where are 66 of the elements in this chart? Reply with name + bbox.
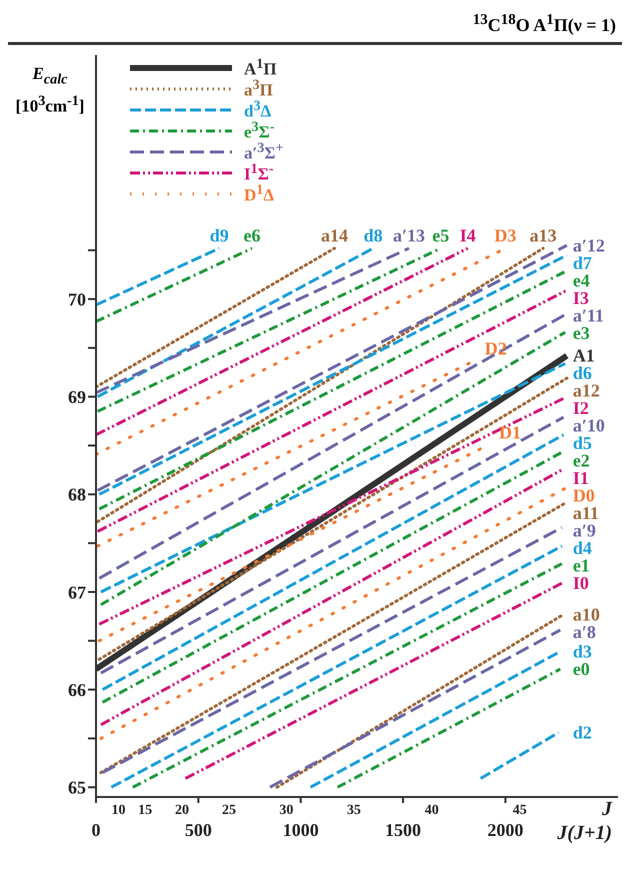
annotation: a′10 [572, 416, 605, 436]
y-tick-label: 65 [68, 778, 86, 798]
annotation: e6 [243, 225, 260, 246]
annotation: d9 [210, 225, 229, 246]
annotation: e2 [572, 450, 590, 471]
annotation: a14 [320, 225, 348, 246]
text: a′$^{3}$Σ$^{+}$ [244, 140, 284, 162]
x-tick-label: 2000 [487, 820, 524, 840]
annotation: d2 [572, 722, 592, 743]
y-tick-label: 66 [68, 680, 86, 700]
annotation: A1 [572, 346, 595, 366]
annotation: I1 [572, 468, 589, 488]
y-tick-label: 68 [68, 484, 86, 505]
annotation: d3 [572, 642, 592, 662]
annotation: a12 [572, 380, 600, 401]
text: I$^{1}$Σ$^{-}$ [244, 160, 274, 184]
annotation: D1 [499, 422, 522, 443]
text: J [601, 798, 613, 820]
text: 30 [279, 803, 294, 818]
annotation: a10 [572, 604, 600, 624]
annotation: d4 [572, 538, 592, 558]
text: e$^{3}$Σ$^{-}$ [244, 118, 274, 142]
annotation: a11 [572, 503, 599, 524]
x-axis-title: J(J+1) [556, 822, 612, 844]
text: 40 [424, 803, 439, 818]
annotation: e4 [572, 270, 590, 290]
y-tick-label: 70 [68, 289, 86, 310]
annotation: a′12 [572, 235, 605, 256]
annotation: a13 [530, 225, 557, 246]
annotation: d6 [572, 363, 592, 384]
x-tick-label: 0 [92, 820, 100, 840]
y-tick-label: 67 [68, 582, 86, 602]
annotation: e5 [432, 225, 450, 246]
annotation: D0 [572, 486, 595, 506]
chart-title: $^{13}$C$^{18}$O A$^{1}$Π(ν = 1) [8, 8, 622, 45]
annotation: I3 [572, 288, 589, 308]
annotation: I4 [460, 225, 476, 246]
text: D$^{1}$Δ [244, 182, 274, 206]
text: 20 [174, 803, 189, 818]
annotation: D3 [494, 225, 516, 246]
text: 15 [138, 803, 152, 818]
annotation: a′8 [572, 622, 596, 642]
annotation: e1 [572, 556, 590, 576]
text: d$^{3}$Δ [244, 98, 272, 122]
annotation: a′13 [392, 225, 426, 246]
text: 45 [512, 803, 527, 818]
annotation: a′11 [572, 305, 604, 326]
x-tick-label: 500 [184, 820, 212, 840]
y-axis-title: E$_{calc}$ [10$^{3}$cm$^{-1}$] [14, 63, 86, 118]
x-tick-label: 1500 [385, 820, 422, 840]
annotation: e3 [572, 322, 590, 343]
annotation: d5 [572, 433, 592, 454]
annotation: d8 [364, 225, 383, 246]
text: 35 [346, 803, 361, 818]
annotation: e0 [572, 659, 590, 680]
annotation: a′9 [572, 520, 596, 541]
annotation: I0 [572, 573, 589, 594]
annotation: d7 [572, 252, 592, 273]
text: 10 [112, 803, 126, 818]
text: A$^{1}$Π [244, 56, 277, 80]
annotation: I2 [572, 398, 589, 418]
x-tick-label: 1000 [282, 820, 319, 840]
y-tick-label: 69 [68, 387, 86, 408]
text: a$^{3}$Π [244, 76, 273, 100]
annotation: D2 [484, 338, 507, 359]
text: 25 [222, 803, 236, 818]
